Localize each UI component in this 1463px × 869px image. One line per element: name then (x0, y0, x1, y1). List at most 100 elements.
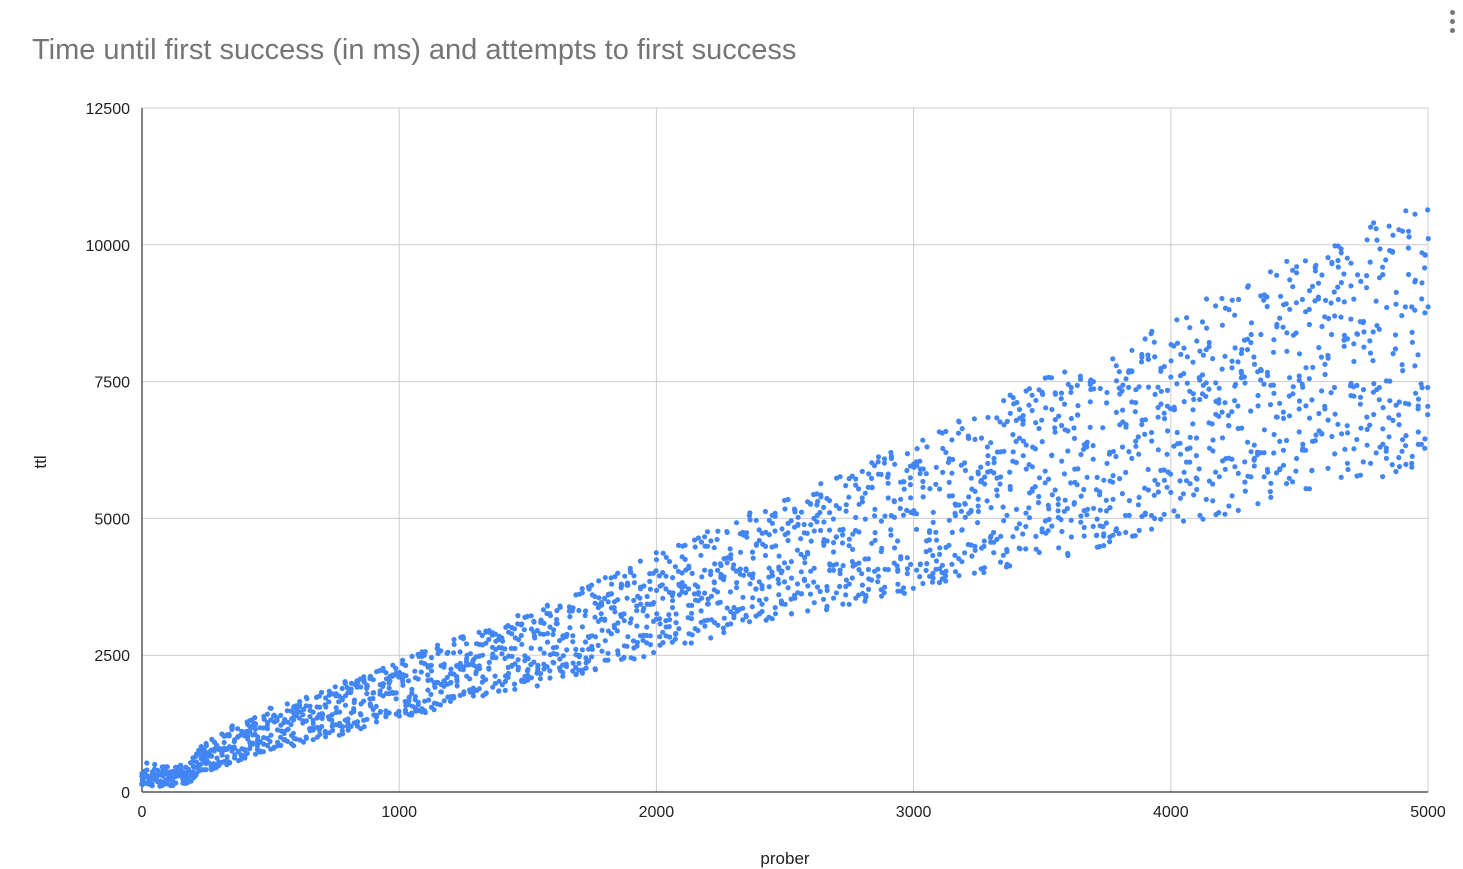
scatter-point (428, 677, 434, 683)
scatter-point (901, 486, 907, 492)
scatter-point (689, 570, 695, 577)
scatter-point (724, 560, 730, 566)
scatter-point (659, 582, 665, 588)
scatter-point (303, 718, 309, 724)
scatter-point (933, 558, 940, 564)
scatter-point (1065, 428, 1071, 434)
scatter-point (622, 573, 628, 579)
scatter-point (431, 707, 437, 713)
scatter-point (1277, 438, 1283, 444)
scatter-point (178, 764, 184, 770)
scatter-point (505, 674, 511, 681)
scatter-point (824, 584, 830, 590)
scatter-point (644, 613, 650, 619)
scatter-point (457, 649, 463, 655)
scatter-point (621, 655, 627, 661)
scatter-point (1171, 508, 1177, 514)
scatter-point (1290, 479, 1296, 485)
scatter-point (444, 674, 450, 681)
scatter-point (1357, 394, 1364, 400)
scatter-point (1148, 331, 1154, 337)
scatter-point (602, 575, 608, 581)
scatter-point (557, 656, 563, 662)
scatter-point (319, 711, 325, 717)
scatter-point (518, 622, 524, 628)
scatter-point (1174, 317, 1180, 323)
scatter-point (934, 537, 940, 543)
scatter-point (244, 750, 250, 756)
scatter-point (1161, 416, 1168, 422)
y-tick-label: 0 (121, 785, 130, 802)
scatter-point (1210, 356, 1216, 362)
scatter-point (1268, 494, 1274, 500)
scatter-point (978, 464, 984, 470)
scatter-point (763, 596, 769, 602)
scatter-point (500, 638, 506, 644)
chart-title: Time until first success (in ms) and att… (32, 34, 797, 66)
scatter-point (1229, 409, 1235, 415)
scatter-point (949, 529, 955, 536)
scatter-point (688, 616, 695, 622)
scatter-point (592, 634, 599, 640)
scatter-point (1242, 380, 1248, 386)
scatter-point (461, 691, 467, 697)
scatter-point (464, 656, 470, 662)
scatter-point (614, 628, 620, 634)
scatter-point (528, 613, 534, 619)
scatter-point (865, 484, 871, 490)
scatter-point (152, 761, 158, 768)
scatter-point (1090, 456, 1096, 462)
scatter-point (653, 550, 659, 556)
scatter-point (611, 605, 617, 611)
scatter-point (1229, 297, 1235, 303)
scatter-point (1138, 359, 1145, 365)
scatter-point (1364, 442, 1370, 448)
scatter-point (1110, 479, 1116, 485)
scatter-point (769, 520, 776, 526)
scatter-point (596, 595, 602, 601)
scatter-point (615, 620, 621, 626)
scatter-point (409, 653, 415, 660)
scatter-point (1389, 249, 1396, 255)
scatter-point (699, 595, 705, 601)
scatter-point (1183, 478, 1190, 484)
scatter-point (1306, 321, 1312, 328)
scatter-point (872, 513, 878, 519)
scatter-point (917, 561, 924, 567)
scatter-point (666, 558, 673, 565)
scatter-point (937, 551, 943, 558)
scatter-point (714, 536, 720, 543)
scatter-point (866, 586, 872, 593)
scatter-point (1286, 413, 1293, 419)
scatter-point (1267, 489, 1273, 495)
scatter-point (949, 493, 956, 499)
scatter-point (1383, 455, 1389, 461)
scatter-point (704, 601, 711, 607)
scatter-point (1020, 438, 1026, 444)
scatter-point (502, 646, 508, 652)
scatter-point (712, 561, 718, 567)
scatter-point (731, 562, 737, 568)
scatter-point (288, 721, 294, 728)
scatter-point (1286, 475, 1292, 481)
scatter-point (920, 580, 926, 587)
scatter-point (821, 504, 827, 510)
scatter-point (1158, 388, 1164, 394)
scatter-point (339, 731, 346, 737)
scatter-point (1425, 384, 1431, 391)
scatter-point (1274, 414, 1280, 420)
scatter-point (344, 685, 350, 691)
scatter-point (1026, 505, 1032, 511)
scatter-point (888, 532, 894, 538)
scatter-point (1287, 375, 1293, 381)
scatter-point (982, 474, 988, 480)
scatter-point (971, 570, 978, 576)
scatter-point (956, 556, 962, 562)
scatter-point (744, 530, 750, 536)
scatter-point (892, 461, 898, 467)
scatter-point (1197, 377, 1203, 383)
scatter-point (1203, 496, 1209, 502)
scatter-point (969, 553, 975, 559)
scatter-point (966, 435, 972, 441)
more-vert-icon[interactable] (1440, 4, 1463, 38)
